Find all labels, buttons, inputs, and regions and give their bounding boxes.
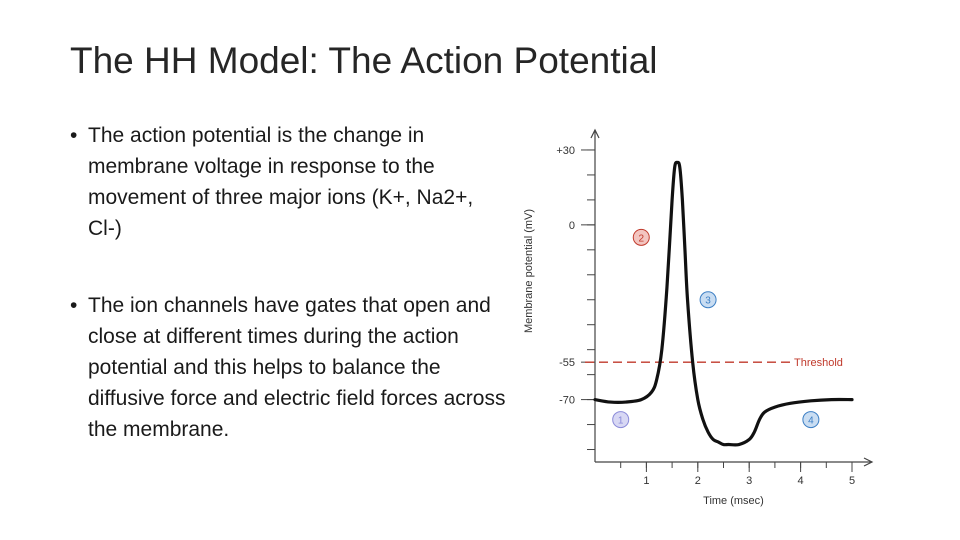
y-axis-arrow (590, 128, 600, 139)
y-tick-label: +30 (556, 145, 575, 157)
phase-marker-4: 4 (802, 411, 820, 429)
chart-axes: +30 0 -55 -70 1 2 3 4 5 Time (msec) Membrane poten… (523, 128, 874, 507)
action-potential-line (593, 160, 854, 447)
x-axis-label: Time (msec) (703, 495, 764, 507)
chart-series (593, 160, 854, 447)
x-tick-label: 1 (643, 475, 649, 487)
bullet-list: • The action potential is the change in … (70, 120, 510, 491)
x-tick-label: 3 (746, 475, 752, 487)
x-tick-label: 5 (849, 475, 855, 487)
bullet-item-ions: • The action potential is the change in … (70, 120, 510, 244)
phase-marker-label: 3 (705, 296, 711, 307)
phase-marker-label: 2 (638, 233, 644, 244)
phase-marker-circle (632, 228, 650, 246)
bullet-item-gates: • The ion channels have gates that open … (70, 290, 510, 445)
x-tick-label: 4 (798, 475, 804, 487)
action-potential-chart: +30 0 -55 -70 1 2 3 4 5 Time (msec) Membrane poten… (523, 128, 874, 507)
threshold-line-group: Threshold (585, 357, 843, 369)
slide-title: The HH Model: The Action Potential (70, 40, 658, 81)
y-tick-label: 0 (569, 220, 575, 232)
phase-marker-3: 3 (699, 291, 717, 309)
phase-marker-circle (802, 411, 820, 429)
phase-marker-1: 1 (612, 411, 630, 429)
phase-marker-circle (699, 291, 717, 309)
phase-marker-label: 4 (808, 416, 814, 427)
bullet-text-ions: The action potential is the change in me… (88, 124, 474, 240)
threshold-label: Threshold (794, 357, 843, 369)
phase-marker-2: 2 (632, 228, 650, 246)
y-tick-label: -55 (559, 357, 575, 369)
bullet-text-gates: The ion channels have gates that open an… (88, 294, 506, 441)
bullet-dot: • (70, 294, 78, 317)
x-tick-label: 2 (695, 475, 701, 487)
bullet-dot: • (70, 124, 78, 147)
x-axis-arrow (863, 457, 874, 467)
y-tick-label: -70 (559, 395, 575, 407)
phase-marker-circle (612, 411, 630, 429)
phase-marker-label: 1 (618, 416, 624, 427)
y-axis-label: Membrane potential (mV) (523, 209, 535, 333)
phase-markers: 1 2 3 4 (612, 228, 820, 429)
